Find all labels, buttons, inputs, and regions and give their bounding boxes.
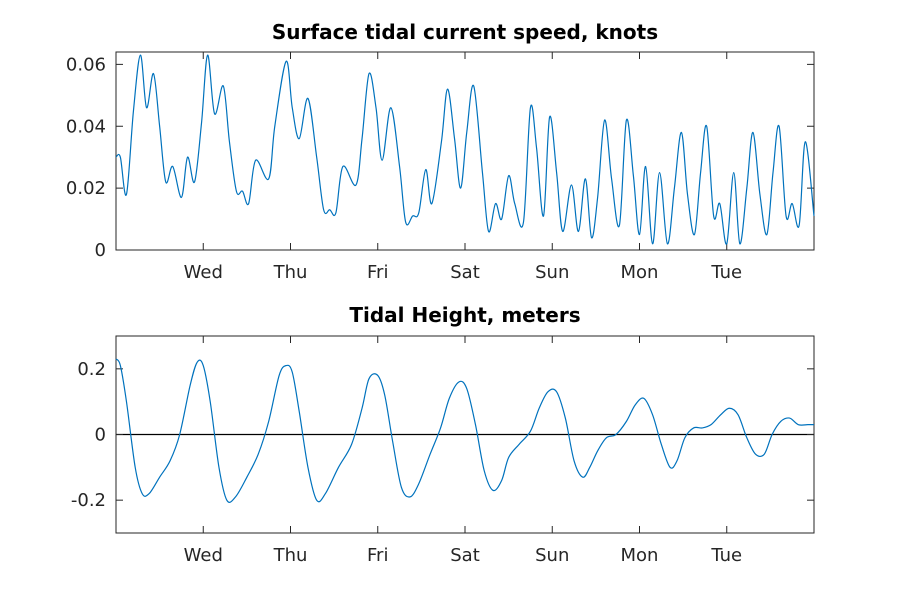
current-speed-x-tick-label: Tue <box>710 262 742 283</box>
tidal-height-y-tick-label: -0.2 <box>71 490 106 511</box>
tidal-height-x-tick-label: Sat <box>450 545 480 566</box>
tidal-height-x-tick-label: Tue <box>710 545 742 566</box>
tidal-height-x-tick-label: Thu <box>273 545 308 566</box>
current-speed-y-tick-label: 0.04 <box>66 116 106 137</box>
current-speed-y-tick-label: 0 <box>95 240 106 261</box>
current-speed-x-tick-label: Sun <box>535 262 569 283</box>
tidal-height-y-tick-label: 0.2 <box>77 359 106 380</box>
current-speed-series-group <box>115 54 815 245</box>
tidal-height-chart: Tidal Height, meters Wed Thu Fri Sat Sun Mon T… <box>71 303 815 566</box>
tidal-height-series-group <box>115 358 814 503</box>
current-speed-x-tick-label: Wed <box>184 262 223 283</box>
tidal-height-x-tick-label: Sun <box>535 545 569 566</box>
tidal-height-x-tick-label: Wed <box>184 545 223 566</box>
current-speed-title: Surface tidal current speed, knots <box>272 20 658 44</box>
current-speed-chart: Surface tidal current speed, knots Wed Th… <box>66 20 815 283</box>
current-speed-x-tick-label: Fri <box>367 262 388 283</box>
current-speed-ticks: Wed Thu Fri Sat Sun Mon Tue 0 0.02 0.04 0.06 <box>66 52 814 283</box>
tidal-height-title: Tidal Height, meters <box>349 303 580 327</box>
tidal-height-ticks: Wed Thu Fri Sat Sun Mon Tue -0.2 0 0.2 <box>71 336 814 566</box>
current-speed-series-line <box>115 54 815 245</box>
current-speed-y-tick-label: 0.02 <box>66 178 106 199</box>
current-speed-x-tick-label: Mon <box>621 262 659 283</box>
current-speed-x-tick-label: Sat <box>450 262 480 283</box>
current-speed-x-tick-label: Thu <box>273 262 308 283</box>
tidal-height-series-line <box>115 358 814 503</box>
tidal-height-x-tick-label: Fri <box>367 545 388 566</box>
current-speed-y-tick-label: 0.06 <box>66 54 106 75</box>
tidal-height-y-tick-label: 0 <box>95 425 106 446</box>
tidal-height-x-tick-label: Mon <box>621 545 659 566</box>
